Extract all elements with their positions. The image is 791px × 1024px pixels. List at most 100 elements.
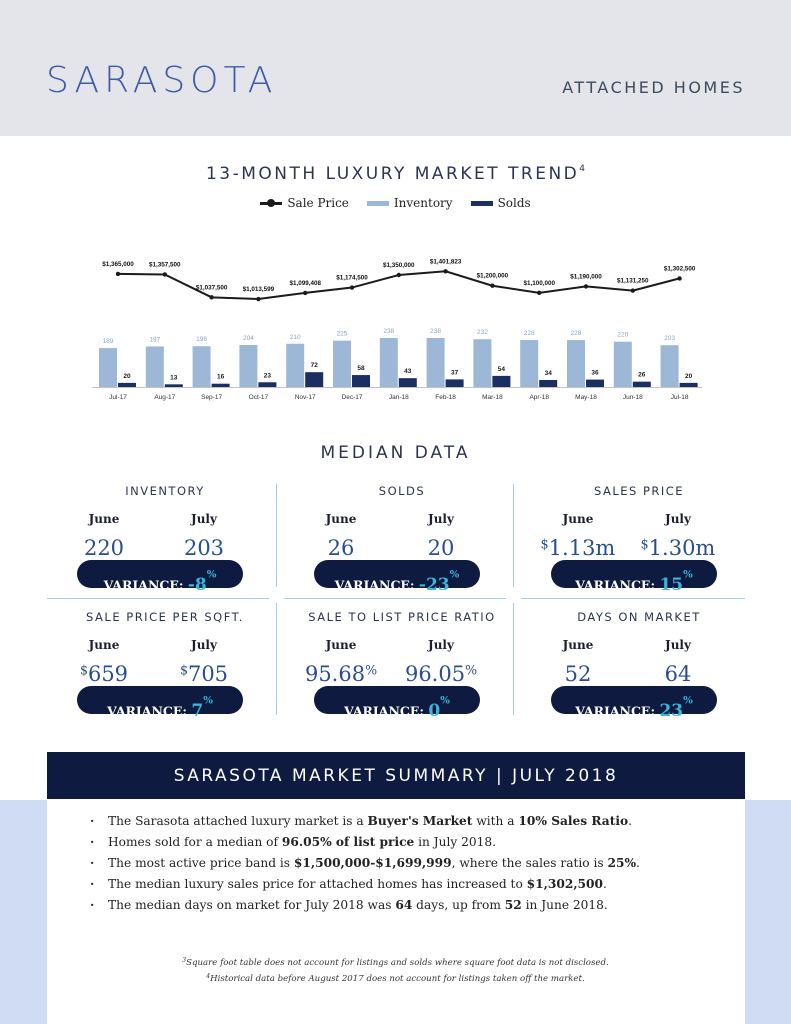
solds-label: 54 (498, 366, 506, 373)
summary-list: The Sarasota attached luxury market is a… (90, 814, 730, 919)
solds-bar (352, 375, 370, 387)
solds-label: 34 (545, 370, 553, 377)
solds-bar (539, 380, 558, 387)
sale-price-point (256, 296, 261, 302)
divider-horizontal (521, 598, 745, 599)
inventory-bar (379, 338, 398, 387)
sale-price-label: $1,350,000 (383, 262, 415, 269)
solds-label: 16 (217, 374, 225, 381)
list-item: Homes sold for a median of 96.05% of lis… (90, 835, 730, 856)
x-tick-label: May-18 (575, 394, 597, 401)
sale-price-point (349, 285, 355, 290)
x-tick-label: Sep-17 (201, 394, 222, 401)
solds-label: 23 (264, 372, 272, 379)
city-title: SARASOTA (46, 60, 278, 101)
july-value: $705 (179, 662, 229, 686)
x-tick-label: Nov-17 (295, 394, 316, 401)
x-tick-label: Jan-18 (389, 394, 409, 401)
inventory-bar (613, 341, 632, 387)
june-label: June (325, 512, 357, 526)
sale-price-label: $1,302,500 (664, 265, 696, 272)
x-tick-label: Oct-17 (249, 394, 269, 401)
solds-bar (679, 382, 698, 387)
solds-label: 20 (123, 373, 131, 380)
x-tick-label: Apr-18 (529, 394, 549, 401)
inventory-label: 238 (383, 328, 394, 335)
solds-label: 13 (170, 374, 178, 381)
july-value: 20 (427, 536, 455, 560)
sale-price-point (209, 295, 214, 300)
sale-price-point (677, 276, 682, 281)
list-item: The median luxury sales price for attach… (90, 877, 730, 898)
inventory-label: 228 (571, 330, 582, 337)
segment-title: ATTACHED HOMES (562, 78, 745, 97)
june-label: June (562, 638, 594, 652)
variance-value: -8% (187, 568, 217, 595)
inventory-label: 220 (617, 332, 628, 339)
solds-bar (211, 383, 230, 387)
sale-price-label: $1,357,500 (149, 261, 181, 268)
june-value: 220 (83, 536, 125, 560)
median-title: MEDIAN DATA (320, 443, 471, 463)
july-label: July (428, 512, 454, 526)
solds-bar (258, 382, 277, 387)
inventory-label: 232 (477, 329, 488, 336)
sale-price-label: $1,174,500 (336, 275, 368, 282)
variance-badge: VARIANCE: -8% (77, 560, 243, 595)
divider-horizontal (284, 598, 506, 599)
x-tick-label: Jun-18 (623, 394, 643, 401)
sale-price-point (583, 284, 589, 289)
july-label: July (191, 638, 217, 652)
sale-price-label: $1,200,000 (477, 273, 509, 280)
summary-title: SARASOTA MARKET SUMMARY | JULY 2018 (47, 752, 745, 799)
card-title: SOLDS (378, 484, 426, 498)
footnote-3: 3Square foot table does not account for … (182, 957, 609, 968)
sale-price-point (162, 272, 167, 277)
inventory-bar (520, 340, 539, 387)
variance-badge: VARIANCE: 15% (551, 560, 717, 595)
inventory-bar (426, 338, 445, 387)
variance-value: 23% (659, 694, 693, 721)
sale-price-label: $1,190,000 (570, 273, 602, 280)
solds-label: 36 (591, 370, 599, 377)
median-card: SOLDS June July 26 20 VARIANCE: -23% (284, 484, 520, 600)
sale-price-point (115, 271, 121, 277)
list-item: The median days on market for July 2018 … (90, 898, 730, 919)
solds-label: 26 (638, 372, 646, 379)
solds-swatch-icon (470, 200, 493, 206)
july-label: July (428, 638, 454, 652)
x-tick-label: Dec-17 (342, 394, 363, 401)
list-item: The Sarasota attached luxury market is a… (90, 814, 730, 835)
solds-bar (445, 379, 464, 387)
sale-price-label: $1,013,599 (243, 286, 275, 293)
solds-label: 20 (685, 373, 693, 380)
solds-label: 58 (357, 365, 365, 372)
solds-label: 43 (404, 368, 412, 375)
trend-title-text: 13-MONTH LUXURY MARKET TREND (205, 164, 580, 184)
july-label: July (665, 638, 691, 652)
trend-title: 13-MONTH LUXURY MARKET TREND4 (0, 164, 791, 184)
x-tick-label: Jul-18 (671, 394, 689, 401)
solds-bar (118, 382, 136, 387)
divider-horizontal (47, 598, 269, 599)
sale-price-label: $1,099,408 (289, 280, 321, 287)
divider-vertical (276, 603, 277, 715)
june-value: $659 (79, 662, 129, 686)
legend-inventory-label: Inventory (393, 196, 453, 210)
sale-price-point (490, 283, 495, 288)
sale-price-point (396, 272, 401, 278)
sale-price-point (443, 269, 448, 274)
inventory-label: 197 (149, 336, 160, 343)
variance-badge: VARIANCE: 0% (314, 686, 480, 721)
card-title: DAYS ON MARKET (577, 610, 701, 624)
variance-badge: VARIANCE: 7% (77, 686, 243, 721)
solds-bar (305, 372, 324, 387)
june-label: June (562, 512, 594, 526)
inventory-bar (192, 346, 211, 387)
july-label: July (665, 512, 691, 526)
variance-value: -23% (418, 568, 460, 595)
inventory-bar (286, 343, 305, 387)
inventory-label: 203 (664, 335, 675, 342)
header-band: SARASOTA ATTACHED HOMES (0, 0, 791, 136)
june-value: 95.68% (304, 662, 378, 686)
